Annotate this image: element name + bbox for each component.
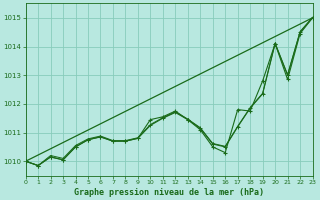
- X-axis label: Graphe pression niveau de la mer (hPa): Graphe pression niveau de la mer (hPa): [74, 188, 264, 197]
